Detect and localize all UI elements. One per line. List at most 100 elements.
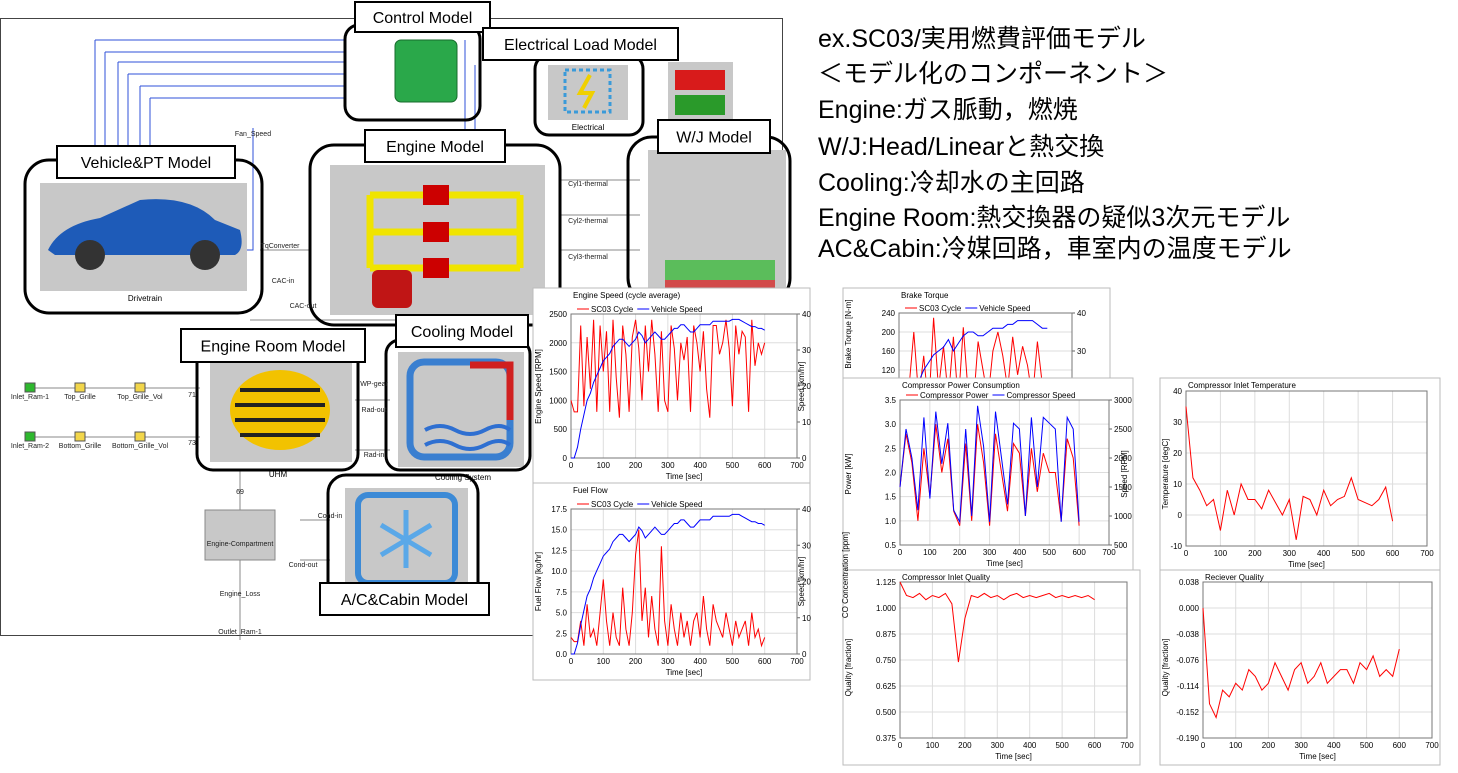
y-tick-label: 0 xyxy=(1178,511,1183,520)
component-icons xyxy=(40,39,786,593)
y-tick-label: 7.5 xyxy=(556,588,568,597)
x-tick-label: 500 xyxy=(1055,741,1069,750)
port-label: Cyl2-thermal xyxy=(568,218,608,225)
y-tick-label: 120 xyxy=(882,366,896,375)
x-tick-label: 100 xyxy=(597,657,611,666)
y-axis-label: Fuel Flow [kg/hr] xyxy=(534,552,543,611)
description-line: ex.SC03/実用燃費評価モデル xyxy=(818,25,1146,53)
chart-title: Compressor Inlet Quality xyxy=(902,573,990,582)
port-label: CAC-out xyxy=(290,303,317,310)
x-tick-label: 400 xyxy=(693,461,707,470)
x-tick-label: 300 xyxy=(661,461,675,470)
callout-box xyxy=(180,328,366,363)
y-axis-label: Brake Torque [N-m] xyxy=(844,299,853,368)
component-caption: Drivetrain xyxy=(128,294,162,303)
y2-tick-label: 40 xyxy=(802,310,811,319)
port-icon xyxy=(134,382,146,393)
chart: Compressor Inlet Quality 0.375 0.500 0.625 0… xyxy=(842,569,1141,766)
y-tick-label: 1.125 xyxy=(876,578,897,587)
x-tick-label: 400 xyxy=(1317,549,1331,558)
y2-tick-label: 2000 xyxy=(1114,454,1132,463)
plot-frame xyxy=(1202,581,1433,739)
y2-tick-label: 20 xyxy=(802,578,811,587)
x-axis-label: Time [sec] xyxy=(995,752,1032,761)
y-tick-label: 500 xyxy=(554,425,568,434)
x-tick-label: 500 xyxy=(1360,741,1374,750)
legend-label: Vehicle Speed xyxy=(651,305,702,314)
port-label: CAC-in xyxy=(272,278,295,285)
y-axis-label: Quality [fraction] xyxy=(1161,639,1170,697)
stray-axis-label: CO Concentration [ppm] xyxy=(841,532,850,618)
y-tick-label: 0.000 xyxy=(1179,604,1200,613)
callout-box xyxy=(56,145,236,179)
callout-label: Electrical Load Model xyxy=(504,37,657,54)
port-label: 71 xyxy=(188,392,196,399)
x-tick-label: 300 xyxy=(661,657,675,666)
series-line xyxy=(571,513,765,655)
legend-label: Compressor Power xyxy=(920,391,989,400)
y-tick-label: 0.0 xyxy=(556,650,568,659)
port-label: Rad-out xyxy=(362,407,387,414)
y-tick-label: 5.0 xyxy=(556,609,568,618)
y-tick-label: 1.000 xyxy=(876,604,897,613)
port-label: Bottom_Grille_Vol xyxy=(112,443,168,450)
x-tick-label: 700 xyxy=(790,657,804,666)
x-tick-label: 100 xyxy=(1214,549,1228,558)
description-line: ＜モデル化のコンポーネント＞ xyxy=(818,60,1168,88)
y-tick-label: -0.190 xyxy=(1176,734,1199,743)
x-tick-label: 200 xyxy=(953,548,967,557)
y-tick-label: 15.0 xyxy=(551,526,567,535)
port-label: Engine_Loss xyxy=(220,591,261,598)
y2-tick-label: 30 xyxy=(802,346,811,355)
y-tick-label: 2500 xyxy=(549,310,567,319)
y2-tick-label: 3000 xyxy=(1114,396,1132,405)
x-tick-label: 300 xyxy=(1283,549,1297,558)
x-tick-label: 0 xyxy=(898,741,903,750)
x-tick-label: 100 xyxy=(923,548,937,557)
chart: Reciever Quality 0.038 0.000 -0.038 -0.076 -0… xyxy=(1159,569,1441,766)
callout-label: Engine Model xyxy=(386,139,484,156)
signal-lines xyxy=(94,39,476,251)
x-tick-label: 600 xyxy=(758,461,772,470)
y-tick-label: 0.375 xyxy=(876,734,897,743)
x-tick-label: 700 xyxy=(1102,548,1116,557)
x-tick-label: 600 xyxy=(1386,549,1400,558)
x-tick-label: 500 xyxy=(1043,548,1057,557)
x-tick-label: 100 xyxy=(1229,741,1243,750)
y-tick-label: -10 xyxy=(1170,542,1182,551)
y-tick-label: 40 xyxy=(1173,387,1182,396)
y2-tick-label: 1000 xyxy=(1114,512,1132,521)
port-label: Bottom_Grille xyxy=(59,443,102,450)
x-tick-label: 200 xyxy=(1262,741,1276,750)
x-tick-label: 700 xyxy=(790,461,804,470)
series-line xyxy=(1202,607,1400,719)
x-tick-label: 200 xyxy=(629,461,643,470)
port-icon xyxy=(74,431,86,442)
x-axis-label: Time [sec] xyxy=(666,668,703,677)
description-line: Cooling:冷却水の主回路 xyxy=(818,169,1085,197)
x-tick-label: 400 xyxy=(1023,741,1037,750)
callout-label: Cooling Model xyxy=(411,324,513,341)
port-label: Top_Grille xyxy=(64,394,96,401)
series-line xyxy=(899,581,1095,663)
port-label: Inlet_Ram-1 xyxy=(11,394,49,401)
y2-axis-label: Speed [km/hr] xyxy=(797,557,806,607)
y-tick-label: 3.5 xyxy=(885,396,897,405)
chart-panel xyxy=(1159,569,1441,766)
x-tick-label: 700 xyxy=(1120,741,1134,750)
callout-box xyxy=(354,1,491,33)
plot-frame xyxy=(899,399,1110,546)
chart: Compressor Inlet Temperature-10010203040… xyxy=(1159,377,1441,571)
port-icon xyxy=(134,431,146,442)
chart: Compressor Power Consumption 0.5 1.0 1.5 2.0… xyxy=(842,377,1134,571)
y-axis-label: Engine Speed [RPM] xyxy=(534,349,543,424)
y2-tick-label: 500 xyxy=(1114,541,1128,550)
component-caption: Electrical xyxy=(572,123,605,132)
y-tick-label: -0.152 xyxy=(1176,708,1199,717)
y-tick-label: 2000 xyxy=(549,339,567,348)
chart-title: Brake Torque xyxy=(901,291,949,300)
port-label: Rad-in xyxy=(364,452,385,459)
y-tick-label: 30 xyxy=(1173,418,1182,427)
callout-box xyxy=(482,27,679,61)
series-line xyxy=(571,318,765,459)
